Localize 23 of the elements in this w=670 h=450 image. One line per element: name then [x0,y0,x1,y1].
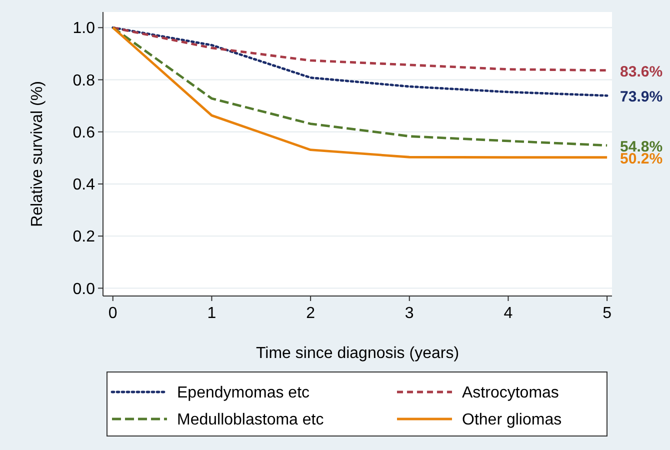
x-tick-label: 2 [306,305,316,322]
x-tick-label: 5 [602,305,612,322]
y-tick-label: 0.0 [72,280,96,298]
line-series [112,26,608,72]
y-tick-label: 1.0 [72,20,96,38]
x-tick-label: 3 [404,305,414,322]
x-tick-label: 0 [108,305,118,322]
y-tick-label: 0.6 [72,124,96,142]
y-tick-label: 0.2 [72,228,96,246]
data-label: 50.2% [620,150,663,168]
x-tick-label: 4 [504,305,513,322]
y-tick-label: 0.4 [72,176,96,194]
legend-label: Other gliomas [462,412,562,429]
legend-label: Medulloblastoma etc [177,412,324,429]
legend-label: Astrocytomas [462,384,559,402]
line-series [112,26,608,97]
data-label: 73.9% [620,88,663,106]
y-tick-label: 0.8 [72,72,96,90]
data-label: 83.6% [620,63,663,80]
x-axis-title: Time since diagnosis (years) [256,345,460,362]
y-axis-title: Relative survival (%) [29,81,46,227]
x-tick-label: 1 [207,305,216,322]
legend-label: Ependymomas etc [177,384,310,402]
